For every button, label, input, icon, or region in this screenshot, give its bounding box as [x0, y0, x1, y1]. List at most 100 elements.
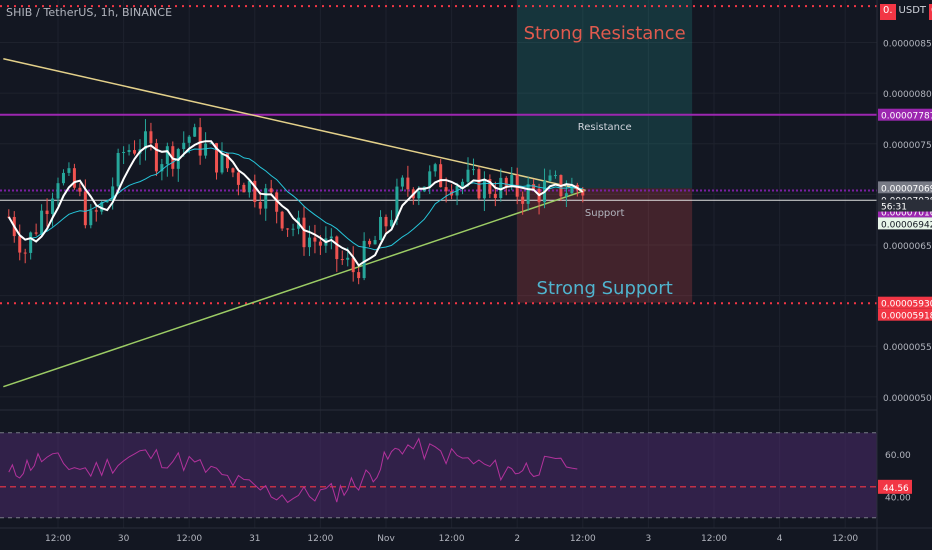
- rsi-value-tag: [878, 479, 912, 494]
- candle-body: [373, 240, 377, 245]
- candle-body: [286, 228, 290, 230]
- candle-body: [510, 175, 514, 186]
- candle-body: [395, 186, 399, 220]
- price-tick-label: 0.000008000: [883, 90, 932, 100]
- candle-body: [553, 175, 557, 177]
- candle-body: [165, 146, 169, 165]
- candle-body: [231, 168, 235, 173]
- candle-body: [247, 180, 251, 193]
- candle-body: [291, 228, 295, 230]
- candle-body: [280, 211, 284, 229]
- currency-code: USDT: [895, 4, 930, 20]
- candle-body: [400, 177, 404, 187]
- candle-body: [362, 240, 366, 279]
- candle-body: [532, 184, 536, 189]
- time-tick-label: Nov: [377, 534, 395, 544]
- ma-fast-line: [7, 140, 584, 267]
- time-tick-label: 3: [646, 534, 652, 544]
- candle-body: [127, 150, 131, 152]
- price-tag: [878, 308, 932, 321]
- price-tag-label: 0.00005918: [881, 312, 932, 322]
- candle-body: [275, 192, 279, 212]
- candle-body: [379, 216, 383, 241]
- countdown-label: 56:31: [881, 203, 907, 213]
- candle-body: [209, 143, 213, 145]
- candle-body: [187, 136, 191, 143]
- candle-body: [40, 210, 44, 234]
- candle-body: [269, 188, 273, 193]
- price-tag-label: 0.00007016: [881, 208, 932, 218]
- candle-body: [116, 152, 120, 187]
- candle-body: [482, 179, 486, 199]
- candle-body: [61, 172, 65, 184]
- candle-body: [160, 164, 164, 172]
- annotation-resistance: Resistance: [578, 122, 632, 133]
- candle-body: [204, 143, 208, 156]
- candle-body: [94, 210, 98, 212]
- candle-body: [570, 184, 574, 194]
- trendline-ascending: [3, 189, 586, 388]
- price-tick-label: 0.000005000: [883, 394, 932, 404]
- time-tick-label: 12:00: [45, 534, 71, 544]
- annotation-support: Support: [585, 208, 625, 219]
- candle-body: [335, 236, 339, 260]
- candle-body: [18, 236, 22, 253]
- candle-body: [29, 232, 33, 253]
- price-tag-label: 0.00006942: [881, 220, 932, 230]
- candle-body: [225, 153, 229, 169]
- candle-body: [302, 217, 306, 248]
- time-tick-label: 12:00: [832, 534, 858, 544]
- rsi-value-label: 44.56: [883, 484, 909, 494]
- candle-body: [433, 164, 437, 172]
- candle-body: [236, 172, 240, 185]
- candle-body: [193, 127, 197, 137]
- candle-body: [564, 193, 568, 197]
- rsi-tick-label: 40.00: [885, 494, 911, 504]
- candle-body: [346, 257, 350, 260]
- candle-body: [220, 153, 224, 173]
- candle-body: [242, 184, 246, 193]
- candle-body: [357, 272, 361, 279]
- candle-body: [122, 151, 126, 153]
- countdown-tag: [878, 199, 932, 212]
- candle-body: [488, 179, 492, 194]
- candle-body: [253, 180, 257, 202]
- candle-body: [89, 210, 93, 226]
- annotation-strong-support: Strong Support: [537, 278, 673, 299]
- currency-prefix: 0.: [880, 4, 896, 20]
- candle-body: [83, 191, 87, 226]
- candle-body: [384, 216, 388, 227]
- candle-body: [504, 177, 508, 186]
- candle-body: [499, 177, 503, 198]
- candle-body: [264, 188, 268, 209]
- rsi-tick-label: 60.00: [885, 451, 911, 461]
- time-tick-label: 12:00: [439, 534, 465, 544]
- candle-body: [313, 237, 317, 242]
- candle-body: [417, 191, 421, 199]
- time-tick-label: 31: [249, 534, 260, 544]
- candle-body: [428, 171, 432, 187]
- price-tick-label: 0.000005500: [883, 343, 932, 353]
- candle-body: [466, 169, 470, 182]
- candle-body: [526, 184, 530, 204]
- candle-body: [67, 168, 71, 173]
- candle-body: [471, 169, 475, 171]
- candle-body: [149, 131, 153, 144]
- price-tick-label: 0.000007500: [883, 141, 932, 151]
- candle-body: [318, 241, 322, 246]
- candle-body: [351, 257, 355, 273]
- price-tag-label: 0.00005930: [881, 300, 932, 310]
- candle-body: [133, 150, 137, 154]
- price-tick-label: 0.000008500: [883, 40, 932, 50]
- zone-strong-support: [517, 188, 693, 303]
- candle-body: [439, 164, 443, 188]
- time-tick-label: 12:00: [570, 534, 596, 544]
- symbol-header[interactable]: SHIB / TetherUS, 1h, BINANCE: [6, 6, 173, 19]
- candle-body: [477, 169, 481, 199]
- candle-body: [72, 168, 76, 188]
- candle-body: [307, 237, 311, 248]
- candle-body: [78, 187, 82, 192]
- candle-body: [581, 190, 585, 196]
- currency-badge[interactable]: 0. USDT 05: [880, 4, 932, 20]
